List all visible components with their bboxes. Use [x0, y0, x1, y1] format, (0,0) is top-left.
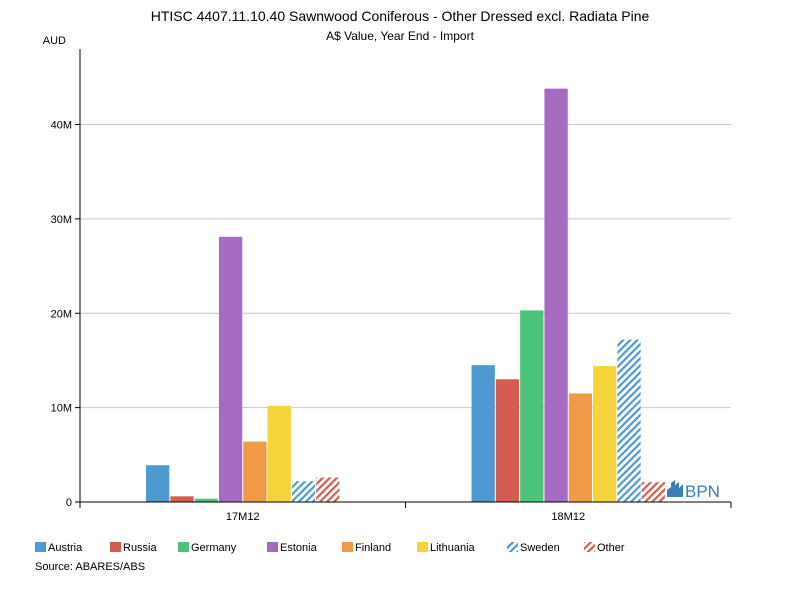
- legend-item-lithuania: Lithuania: [417, 542, 476, 554]
- bar-austria-18m12: [471, 365, 495, 502]
- legend-label: Austria: [48, 542, 83, 554]
- bar-russia-18m12: [495, 379, 520, 502]
- legend-label: Russia: [123, 542, 158, 554]
- bar-germany-18m12: [520, 310, 544, 502]
- y-tick-label: 0: [66, 497, 72, 509]
- y-tick-label: 10M: [51, 403, 72, 415]
- legend-swatch: [110, 542, 121, 552]
- bars: [146, 88, 665, 502]
- bpn-logo: BPN: [667, 480, 720, 501]
- legend-item-austria: Austria: [35, 542, 83, 554]
- legend-swatch: [178, 542, 189, 552]
- y-tick-label: 20M: [51, 308, 72, 320]
- x-tick-label: 18M12: [551, 511, 585, 523]
- tick-labels: 0 10M 20M 30M 40M 17M12 18M12: [51, 120, 732, 523]
- legend-item-estonia: Estonia: [267, 542, 318, 554]
- legend-swatch: [35, 542, 46, 552]
- legend-item-germany: Germany: [178, 542, 237, 554]
- legend-swatch: [267, 542, 278, 552]
- bar-sweden-18m12: [617, 339, 641, 502]
- bar-other-18m12: [641, 482, 665, 502]
- bar-other-17m12: [316, 477, 340, 502]
- y-axis-label: AUD: [43, 35, 66, 47]
- x-tick-label: 17M12: [226, 511, 260, 523]
- legend: Austria Russia Germany Estonia Finland Lithua…: [35, 542, 625, 554]
- source-note: Source: ABARES/ABS: [35, 561, 145, 573]
- legend-label: Estonia: [280, 542, 318, 554]
- legend-item-other: Other: [584, 542, 625, 554]
- legend-swatch: [342, 542, 353, 552]
- legend-item-sweden: Sweden: [507, 542, 560, 554]
- legend-swatch: [417, 542, 428, 552]
- chart-title: HTISC 4407.11.10.40 Sawnwood Coniferous …: [151, 8, 650, 24]
- legend-label: Other: [597, 542, 625, 554]
- legend-item-finland: Finland: [342, 542, 391, 554]
- bpn-logo-icon: [667, 480, 683, 497]
- legend-swatch: [507, 542, 518, 552]
- y-tick-label: 40M: [51, 120, 72, 132]
- legend-swatch: [584, 542, 595, 552]
- bar-russia-17m12: [170, 496, 194, 502]
- legend-label: Germany: [191, 542, 237, 554]
- legend-label: Lithuania: [430, 542, 476, 554]
- bar-germany-17m12: [194, 498, 218, 502]
- bar-finland-17m12: [243, 441, 267, 502]
- chart-subtitle: A$ Value, Year End - Import: [326, 29, 475, 43]
- bar-lithuania-18m12: [593, 366, 617, 502]
- bar-estonia-18m12: [544, 88, 568, 502]
- y-tick-label: 30M: [51, 214, 72, 226]
- bar-sweden-17m12: [291, 481, 316, 502]
- bpn-logo-text: BPN: [685, 482, 720, 501]
- bar-lithuania-17m12: [267, 405, 291, 502]
- legend-label: Finland: [355, 542, 391, 554]
- bar-estonia-17m12: [218, 236, 243, 502]
- legend-label: Sweden: [520, 542, 560, 554]
- legend-item-russia: Russia: [110, 542, 158, 554]
- bar-austria-17m12: [146, 465, 170, 502]
- bar-finland-18m12: [568, 393, 593, 502]
